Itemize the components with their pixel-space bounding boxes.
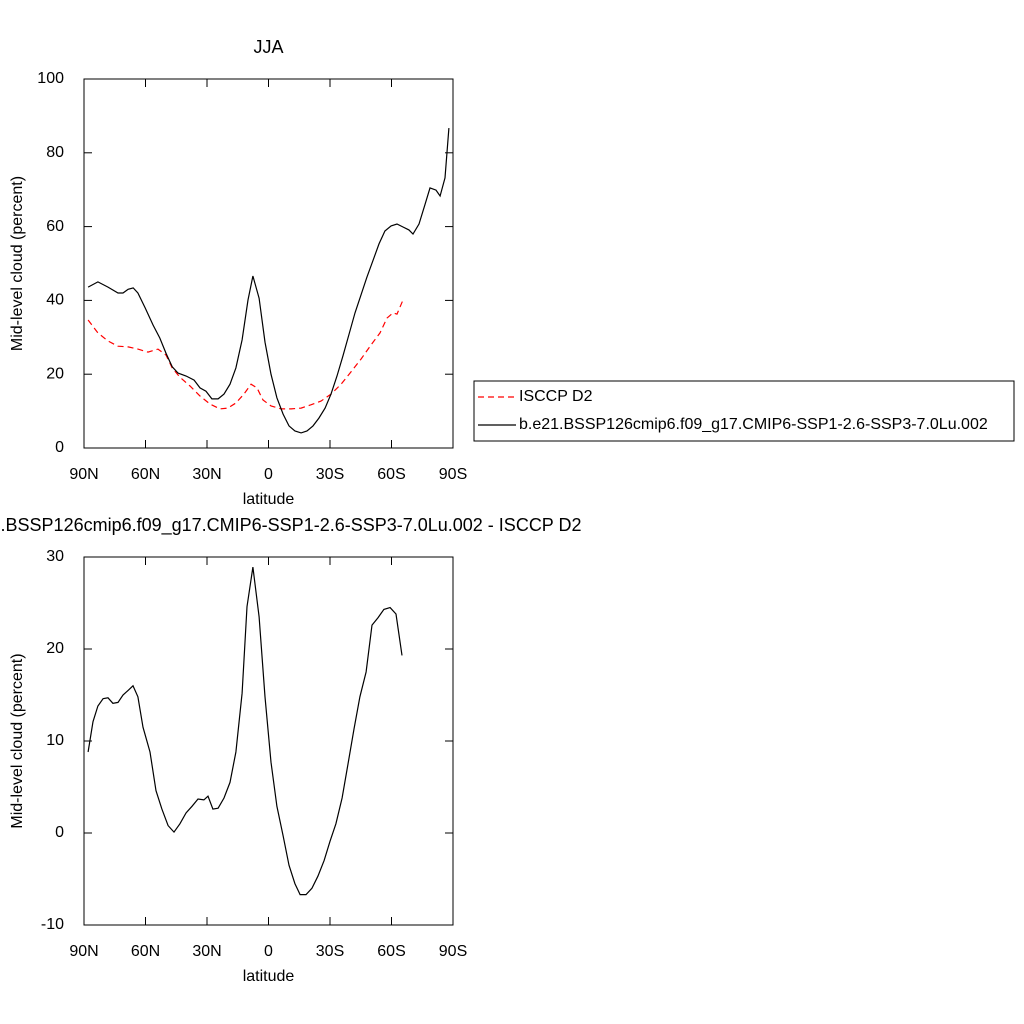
y-tick-label: 100 (37, 70, 64, 87)
y-tick-label: 40 (46, 292, 64, 309)
x-axis-label: latitude (243, 968, 295, 985)
x-tick-label: 90N (69, 943, 98, 960)
legend-label: b.e21.BSSP126cmip6.f09_g17.CMIP6-SSP1-2.… (519, 416, 988, 433)
plot-frame (83, 78, 454, 449)
y-tick-label: 80 (46, 144, 64, 161)
y-axis-label: Mid-level cloud (percent) (9, 176, 26, 351)
x-tick-label: 0 (264, 466, 273, 483)
x-tick-label: 90N (69, 466, 98, 483)
y-tick-label: -10 (41, 916, 64, 933)
x-tick-label: 30S (316, 466, 344, 483)
x-tick-label: 90S (439, 466, 467, 483)
y-tick-label: 0 (55, 439, 64, 456)
chart-title: JJA (253, 37, 283, 57)
x-tick-label: 60N (131, 466, 160, 483)
x-tick-label: 90S (439, 943, 467, 960)
x-tick-label: 30N (192, 466, 221, 483)
x-tick-label: 60S (377, 466, 405, 483)
x-tick-label: 0 (264, 943, 273, 960)
y-tick-label: 60 (46, 218, 64, 235)
x-tick-label: 30S (316, 943, 344, 960)
y-tick-label: 0 (55, 824, 64, 841)
x-tick-label: 60S (377, 943, 405, 960)
legend-box (473, 380, 1015, 442)
x-tick-label: 60N (131, 943, 160, 960)
y-axis-label: Mid-level cloud (percent) (9, 653, 26, 828)
chart-title: b.e21.BSSP126cmip6.f09_g17.CMIP6-SSP1-2.… (0, 515, 582, 536)
data-line (87, 128, 450, 434)
y-tick-label: 30 (46, 548, 64, 565)
y-tick-label: 10 (46, 732, 64, 749)
x-axis-label: latitude (243, 491, 295, 508)
y-tick-label: 20 (46, 365, 64, 382)
data-line (87, 567, 403, 896)
legend-label: ISCCP D2 (519, 388, 593, 405)
y-tick-label: 20 (46, 640, 64, 657)
data-line (87, 299, 404, 410)
x-tick-label: 30N (192, 943, 221, 960)
